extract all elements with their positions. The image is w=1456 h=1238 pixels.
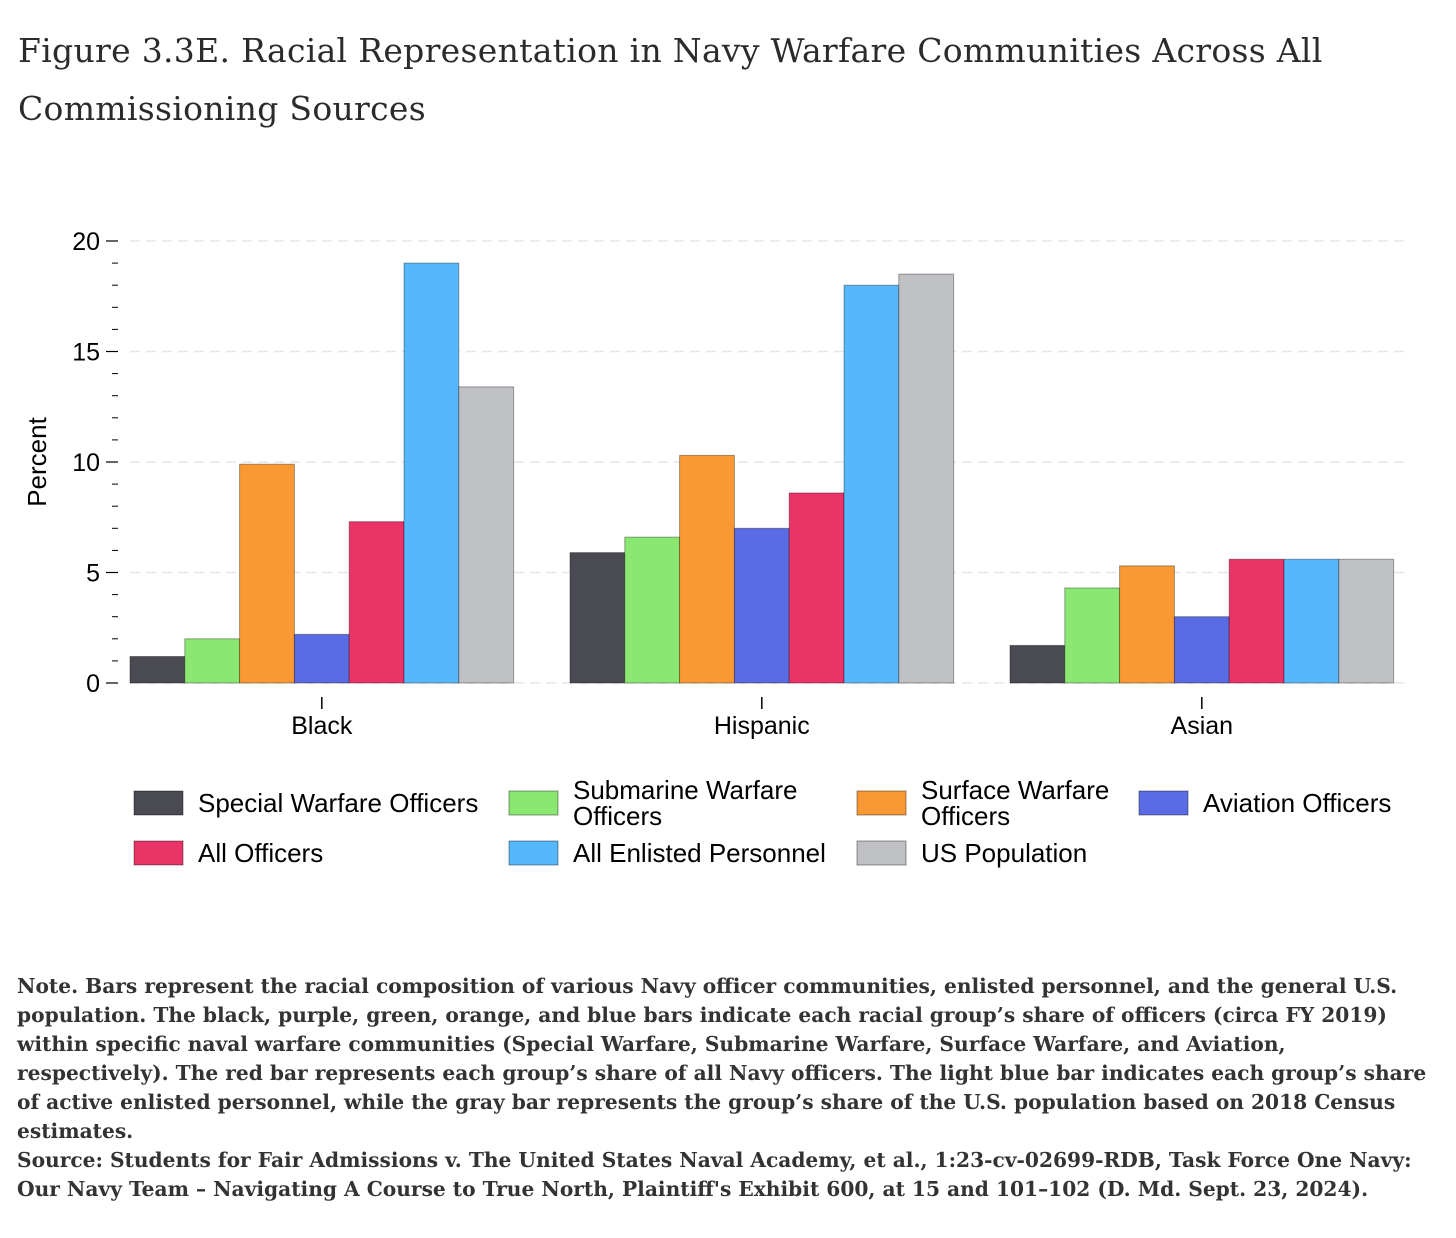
bar-black-us-population <box>458 386 515 684</box>
legend-label: All Enlisted Personnel <box>573 838 826 868</box>
source-text: Source: Students for Fair Admissions v. … <box>17 1148 1412 1201</box>
bar-black-surface-warfare-officers <box>239 463 295 684</box>
bar-hispanic-all-officers <box>788 492 845 684</box>
bar-chart: 0 5 10 15 20 Black Hispanic Asian Percent Speci… <box>22 228 1405 868</box>
bar-black-submarine-warfare-officers <box>184 638 241 684</box>
bar-hispanic-aviation-officers <box>733 527 790 684</box>
legend-label: Surface Warfare Officers <box>921 775 1109 831</box>
bar-asian-aviation-officers <box>1173 616 1230 684</box>
y-tick-label: 0 <box>86 670 100 698</box>
legend-swatch <box>1138 790 1189 816</box>
bars <box>129 262 1395 684</box>
x-tick-label: Hispanic <box>714 712 810 740</box>
x-tick-label: Asian <box>1171 712 1234 740</box>
legend-swatch <box>508 790 559 816</box>
legend-swatch <box>856 840 907 866</box>
y-tick-label: 5 <box>86 560 100 588</box>
bar-asian-all-officers <box>1228 558 1285 684</box>
legend: Special Warfare Officers Submarine Warfar… <box>133 775 1391 868</box>
legend-label: Special Warfare Officers <box>198 788 478 818</box>
legend-swatch <box>133 840 184 866</box>
bar-hispanic-surface-warfare-officers <box>679 454 735 684</box>
legend-label: Submarine Warfare Officers <box>573 775 797 831</box>
bar-black-all-enlisted-personnel <box>403 262 460 684</box>
bar-hispanic-all-enlisted-personnel <box>843 284 900 684</box>
axes: 0 5 10 15 20 Black Hispanic Asian <box>72 228 1233 740</box>
y-axis-label: Percent <box>22 416 52 506</box>
bar-hispanic-submarine-warfare-officers <box>624 536 681 684</box>
y-tick-label: 10 <box>72 449 100 477</box>
bar-black-all-officers <box>348 521 405 684</box>
legend-swatch <box>133 790 184 816</box>
note-text: Note. Bars represent the racial composit… <box>17 974 1427 1143</box>
figure-title: Figure 3.3E. Racial Representation in Na… <box>18 31 1323 128</box>
bar-hispanic-special-warfare-officers <box>569 552 626 684</box>
bar-black-special-warfare-officers <box>129 655 186 684</box>
bar-asian-us-population <box>1338 558 1395 684</box>
y-tick-label: 15 <box>72 339 100 367</box>
bar-asian-all-enlisted-personnel <box>1283 558 1340 684</box>
bar-black-aviation-officers <box>293 633 350 684</box>
bar-asian-submarine-warfare-officers <box>1064 587 1121 684</box>
bar-asian-surface-warfare-officers <box>1119 565 1175 684</box>
x-tick-label: Black <box>291 712 353 740</box>
legend-label: Aviation Officers <box>1203 788 1391 818</box>
figure-note: Note. Bars represent the racial composit… <box>17 972 1437 1204</box>
legend-swatch <box>856 790 907 816</box>
legend-label: All Officers <box>198 838 323 868</box>
bar-asian-special-warfare-officers <box>1009 644 1066 684</box>
legend-label: US Population <box>921 838 1087 868</box>
y-tick-label: 20 <box>72 228 100 256</box>
bar-hispanic-us-population <box>898 273 955 684</box>
legend-swatch <box>508 840 559 866</box>
